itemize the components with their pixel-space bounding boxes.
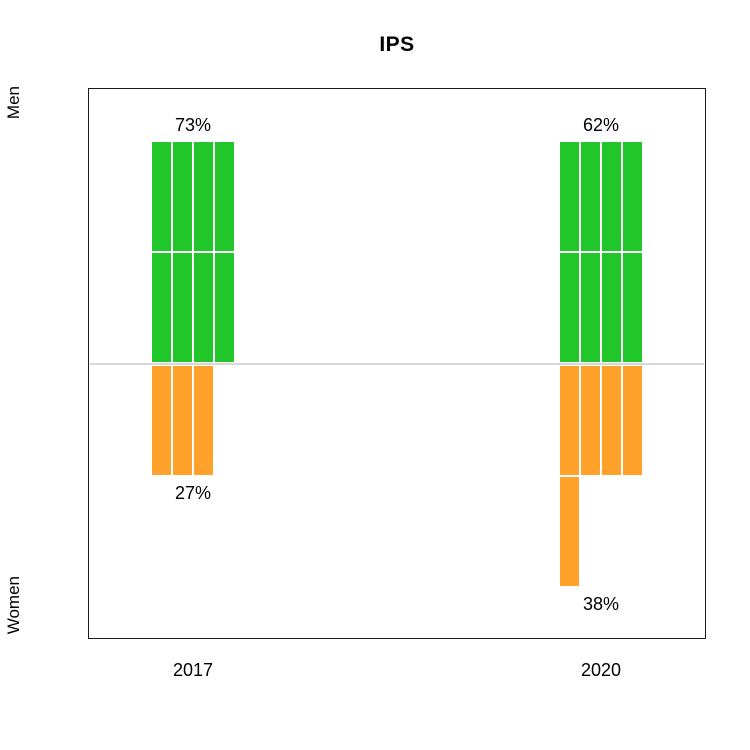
men-value-label: 73% [174, 115, 212, 135]
waffle-cell-women [560, 476, 580, 586]
waffle-cell-men [580, 142, 601, 251]
waffle-cell-men [193, 142, 214, 251]
waffle-cell-women [622, 365, 642, 475]
waffle-cell-women [152, 365, 172, 475]
x-tick-2020: 2020 [580, 660, 622, 680]
waffle-cell-men [193, 253, 214, 362]
zero-baseline [90, 363, 704, 365]
waffle-cell-men [601, 253, 622, 362]
waffle-cell-women [560, 365, 580, 475]
waffle-cell-women [172, 365, 193, 475]
waffle-cell-men [622, 253, 642, 362]
waffle-cell-men [152, 142, 172, 251]
y-axis-label-women: Women [4, 576, 23, 635]
chart-title: IPS [379, 33, 415, 56]
waffle-cell-men [172, 253, 193, 362]
waffle-cell-men [560, 142, 580, 251]
waffle-cell-men [214, 142, 234, 251]
waffle-cell-women [193, 365, 214, 475]
waffle-cell-men [560, 253, 580, 362]
waffle-cell-men [172, 142, 193, 251]
x-tick-2017: 2017 [172, 660, 214, 680]
women-value-label: 38% [582, 593, 620, 614]
waffle-cell-men [214, 253, 234, 362]
waffle-cell-men [601, 142, 622, 251]
waffle-cell-men [152, 253, 172, 362]
women-value-label: 27% [174, 482, 212, 503]
waffle-cell-women [601, 365, 622, 475]
y-axis-label-men: Men [4, 86, 23, 120]
waffle-cell-men [580, 253, 601, 362]
waffle-cell-men [622, 142, 642, 251]
waffle-cell-women [580, 365, 601, 475]
men-value-label: 62% [582, 115, 620, 135]
